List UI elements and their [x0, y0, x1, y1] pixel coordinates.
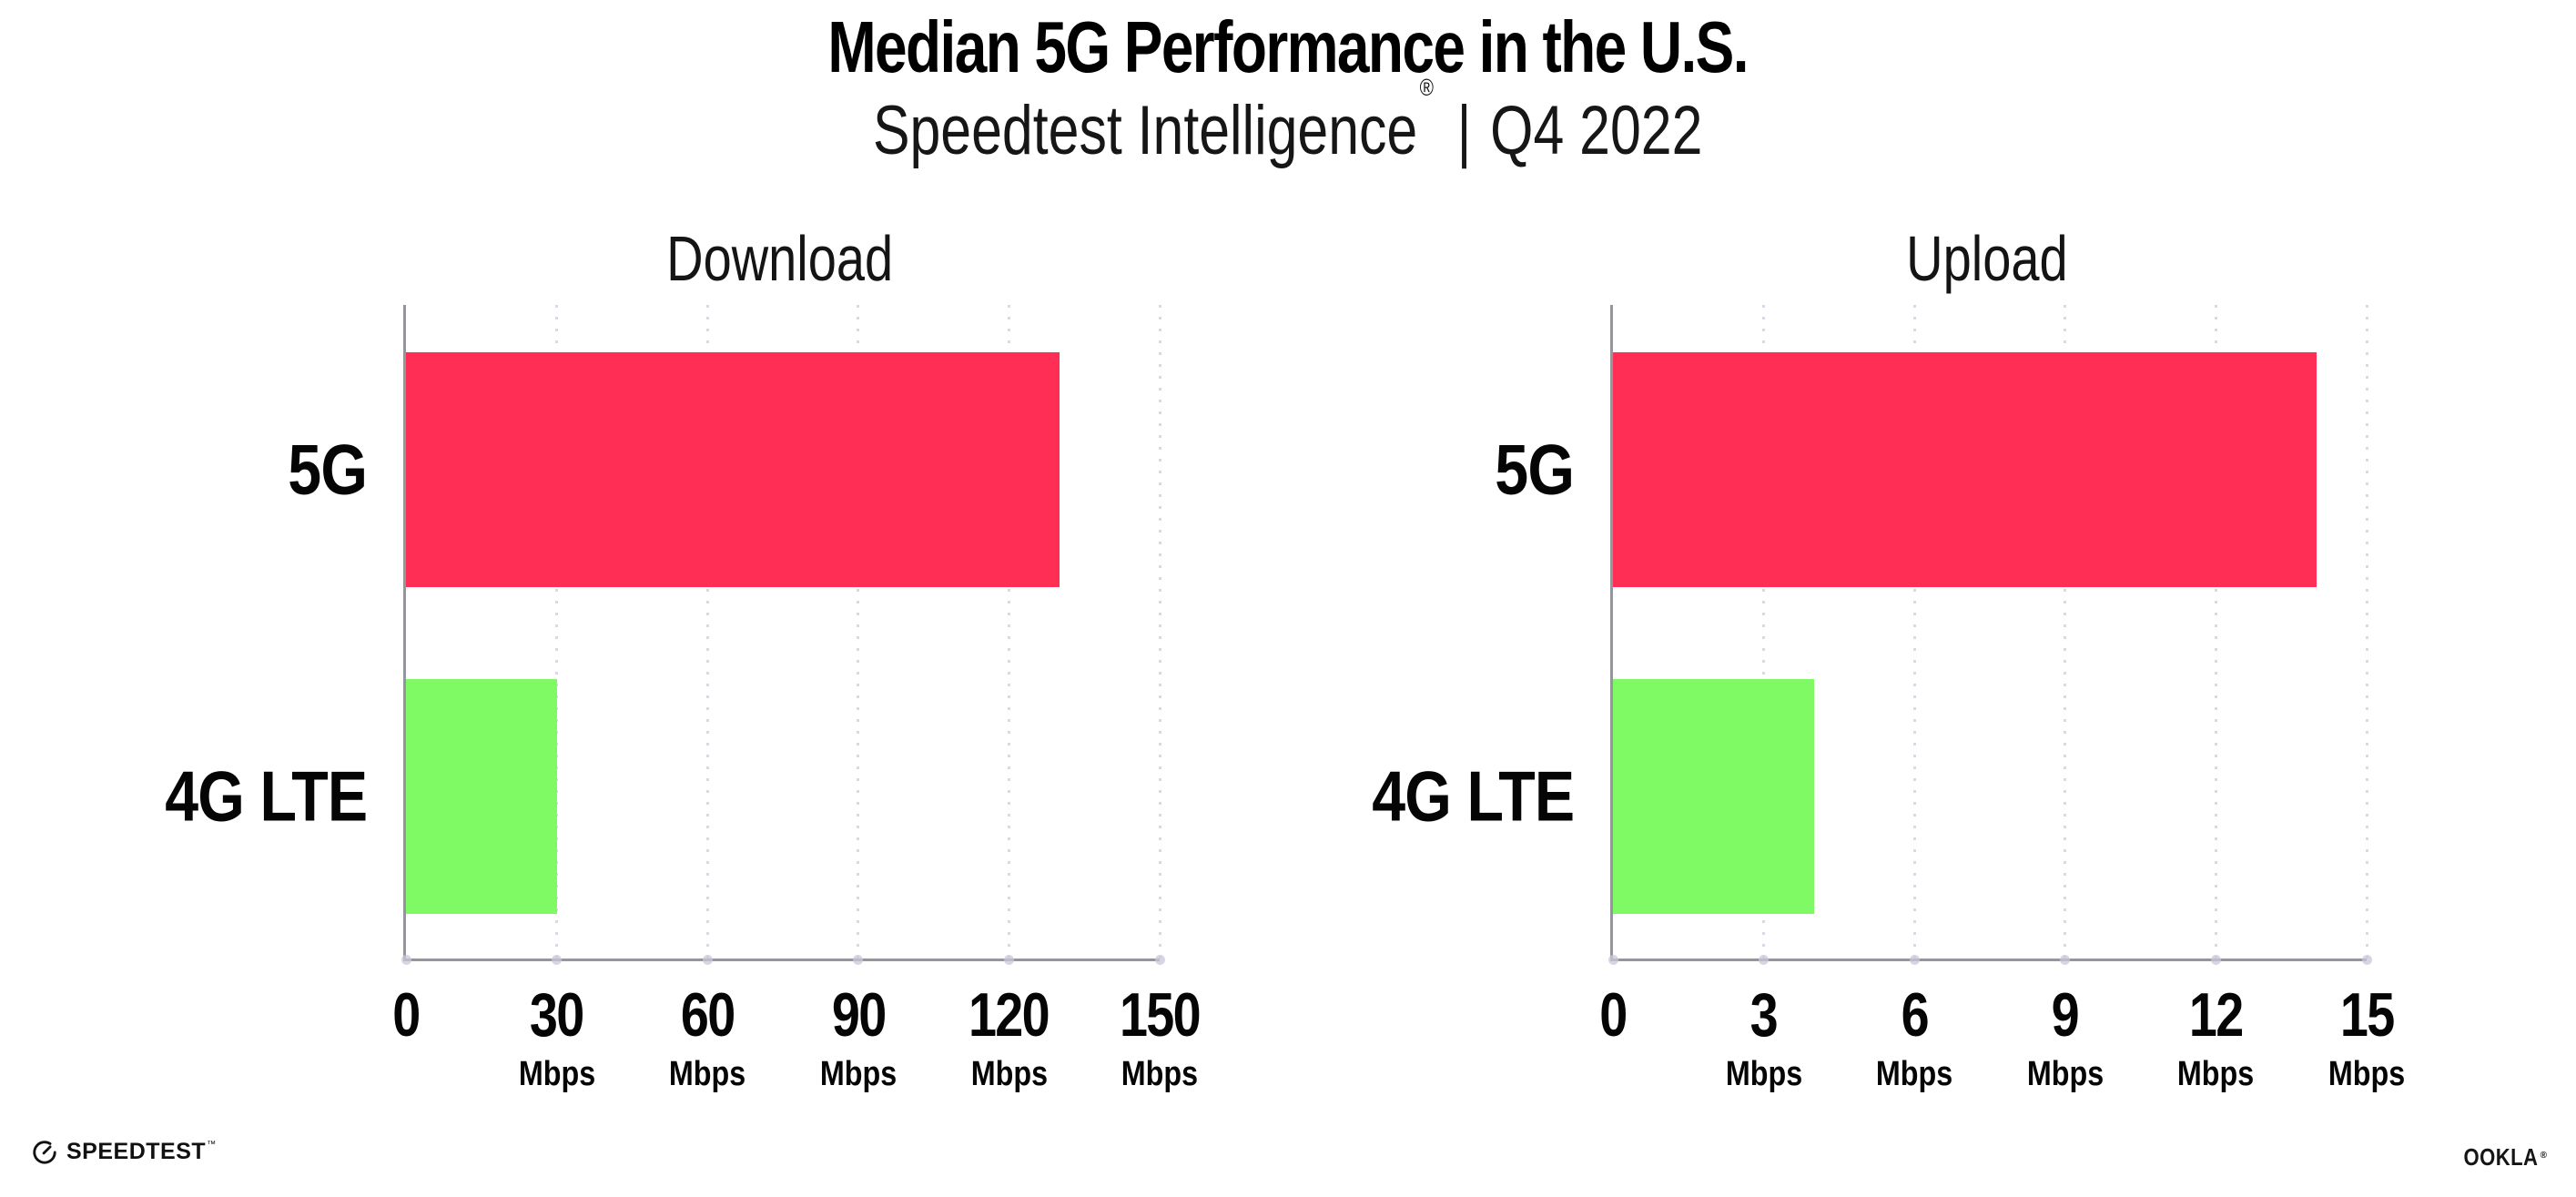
subtitle-period: Q4 2022: [1490, 92, 1703, 169]
x-tick-label-90: 90 Mbps: [819, 980, 897, 1093]
upload-x-axis-ticks: 0 3 Mbps 6 Mbps 9 Mbps 12 Mbps 15 Mbps: [1599, 980, 2405, 1148]
x-tick-label-0: 0: [392, 980, 421, 1050]
upload-chart: Upload 5G 4G LTE 0 3 Mbps 6 Mbps 9 Mbps 12 Mbps 15…: [1337, 209, 2457, 1165]
upload-plot-area: [1607, 305, 2372, 965]
x-tick-label-3: 3 Mbps: [1725, 980, 1802, 1093]
download-x-axis-line: [403, 959, 1160, 961]
download-plot-area: [401, 305, 1165, 965]
axis-tick-dot-0: [1607, 955, 1618, 965]
bar-5g: [1613, 352, 2317, 587]
axis-tick-dot-9: [2060, 955, 2071, 965]
download-category-labels: 5G 4G LTE: [130, 305, 368, 959]
axis-tick-dot-3: [1759, 955, 1770, 965]
page-title: Median 5G Performance in the U.S.: [0, 5, 2576, 89]
x-tick-label-9: 9 Mbps: [2026, 980, 2104, 1093]
page-subtitle-text: Speedtest Intelligence® | Q4 2022: [873, 74, 1703, 170]
x-tick-label-150: 150 Mbps: [1119, 980, 1202, 1093]
upload-x-axis-line: [1610, 959, 2367, 961]
axis-tick-dot-90: [853, 955, 864, 965]
bar-4g-lte: [1613, 679, 1814, 914]
x-tick-label-60: 60 Mbps: [669, 980, 746, 1093]
ookla-logo: OOKLA ®: [2450, 1143, 2547, 1172]
bar-4g-lte: [406, 679, 557, 914]
x-tick-label-0: 0: [1599, 980, 1628, 1050]
bar-5g: [406, 352, 1060, 587]
x-tick-label-12: 12 Mbps: [2177, 980, 2255, 1093]
speedtest-trademark-icon: ™: [207, 1139, 217, 1150]
x-tick-label-6: 6 Mbps: [1876, 980, 1953, 1093]
gridline-15-mbps: [2365, 305, 2368, 959]
x-tick-label-30: 30 Mbps: [518, 980, 595, 1093]
speedtest-wordmark: SPEEDTEST: [66, 1138, 207, 1164]
download-x-axis-ticks: 0 30 Mbps 60 Mbps 90 Mbps 120 Mbps 150 Mbps: [392, 980, 1201, 1148]
speedtest-logo: SPEEDTEST ™: [31, 1138, 216, 1165]
upload-category-labels: 5G 4G LTE: [1337, 305, 1575, 959]
page-title-text: Median 5G Performance in the U.S.: [827, 6, 1749, 87]
axis-tick-dot-150: [1154, 955, 1165, 965]
gridline-120-mbps: [1007, 305, 1010, 959]
y-label-4g-lte: 4G LTE: [1371, 756, 1575, 837]
subtitle-brand: Speedtest Intelligence: [873, 92, 1418, 169]
gridline-60-mbps: [705, 305, 709, 959]
download-chart-title-text: Download: [666, 223, 894, 294]
upload-chart-title-text: Upload: [1906, 223, 2068, 294]
axis-tick-dot-12: [2210, 955, 2221, 965]
gridline-150-mbps: [1158, 305, 1161, 959]
download-chart-title: Download: [403, 222, 1157, 295]
speedtest-gauge-icon: [33, 1141, 56, 1164]
gridline-90-mbps: [857, 305, 860, 959]
page-subtitle: Speedtest Intelligence® | Q4 2022: [0, 74, 2576, 170]
y-label-5g: 5G: [288, 429, 368, 510]
y-label-4g-lte: 4G LTE: [164, 756, 368, 837]
gridline-30-mbps: [555, 305, 559, 959]
axis-tick-dot-6: [1909, 955, 1920, 965]
axis-tick-dot-120: [1003, 955, 1014, 965]
registered-trademark-icon: ®: [1419, 73, 1435, 101]
download-chart: Download 5G 4G LTE 0 30 Mbps 60 Mbps 90 Mbps 120…: [130, 209, 1250, 1165]
x-tick-label-120: 120 Mbps: [969, 980, 1050, 1093]
ookla-registered-icon: ®: [2540, 1151, 2547, 1161]
y-label-5g: 5G: [1495, 429, 1575, 510]
gridline-3-mbps: [1762, 305, 1766, 959]
axis-tick-dot-15: [2361, 955, 2372, 965]
subtitle-separator: |: [1456, 92, 1472, 169]
gridline-6-mbps: [1912, 305, 1916, 959]
axis-tick-dot-30: [552, 955, 563, 965]
axis-tick-dot-0: [401, 955, 411, 965]
gridline-12-mbps: [2214, 305, 2217, 959]
gridline-9-mbps: [2064, 305, 2067, 959]
ookla-wordmark: OOKLA: [2463, 1143, 2539, 1171]
x-tick-label-15: 15 Mbps: [2328, 980, 2406, 1093]
axis-tick-dot-60: [702, 955, 713, 965]
upload-chart-title: Upload: [1610, 222, 2364, 295]
